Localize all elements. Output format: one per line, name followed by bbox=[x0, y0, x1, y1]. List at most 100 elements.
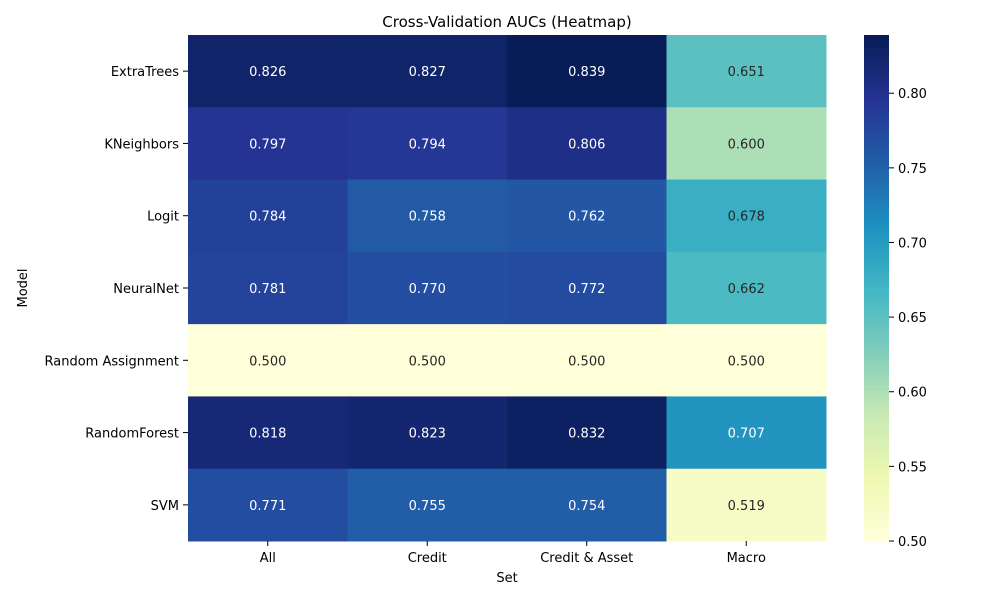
colorbar-segment bbox=[864, 507, 889, 513]
colorbar-segment bbox=[864, 258, 889, 264]
colorbar-segment bbox=[864, 275, 889, 281]
colorbar-segment bbox=[864, 414, 889, 420]
colorbar: 0.50 0.55 0.60 0.65 0.70 0.75 0.80 bbox=[864, 35, 927, 550]
colorbar-segment bbox=[864, 228, 889, 234]
heatmap-cell bbox=[507, 468, 667, 542]
heatmap-cell bbox=[507, 324, 667, 397]
colorbar-segment bbox=[864, 515, 889, 521]
colorbar-segment bbox=[864, 174, 889, 179]
chart-title: Cross-Validation AUCs (Heatmap) bbox=[382, 13, 631, 31]
cell-value-label: 0.500 bbox=[728, 354, 765, 369]
y-tick-label: SVM bbox=[151, 499, 179, 514]
cell-value-label: 0.707 bbox=[728, 427, 765, 442]
colorbar-segment bbox=[864, 481, 889, 487]
colorbar-segment bbox=[864, 119, 889, 125]
heatmap-cell bbox=[188, 324, 348, 397]
colorbar-segment bbox=[864, 35, 889, 40]
colorbar-tick-label: 0.80 bbox=[898, 87, 927, 102]
x-tick-label: Credit & Asset bbox=[540, 551, 633, 566]
heatmap-cell bbox=[347, 468, 508, 542]
cell-value-label: 0.832 bbox=[568, 427, 605, 442]
colorbar-segment bbox=[864, 233, 889, 238]
colorbar-segment bbox=[864, 199, 889, 205]
cell-value-label: 0.762 bbox=[568, 210, 605, 225]
colorbar-segment bbox=[864, 494, 889, 500]
colorbar-segment bbox=[864, 148, 889, 154]
colorbar-segment bbox=[864, 368, 889, 373]
colorbar-segment bbox=[864, 524, 889, 529]
colorbar-segment bbox=[864, 528, 889, 534]
colorbar-tick-label: 0.50 bbox=[898, 535, 927, 550]
colorbar-tick-label: 0.55 bbox=[898, 460, 927, 475]
colorbar-segment bbox=[864, 191, 889, 196]
cell-value-label: 0.758 bbox=[409, 210, 446, 225]
cell-value-label: 0.754 bbox=[568, 499, 605, 514]
cell-value-label: 0.827 bbox=[409, 65, 446, 80]
colorbar-segment bbox=[864, 94, 889, 99]
heatmap-cell bbox=[347, 35, 508, 108]
heatmap-cell bbox=[507, 396, 667, 470]
colorbar-segment bbox=[864, 296, 889, 302]
colorbar-segment bbox=[864, 490, 889, 496]
colorbar-segment bbox=[864, 401, 889, 407]
colorbar-segment bbox=[864, 380, 889, 386]
colorbar-segment bbox=[864, 427, 889, 432]
colorbar-segment bbox=[864, 406, 889, 411]
colorbar-segment bbox=[864, 161, 889, 167]
colorbar-segment bbox=[864, 431, 889, 437]
colorbar-segment bbox=[864, 245, 889, 251]
colorbar-segment bbox=[864, 195, 889, 201]
colorbar-segment bbox=[864, 43, 889, 49]
heatmap-cell bbox=[347, 251, 508, 325]
colorbar-segment bbox=[864, 309, 889, 314]
colorbar-segment bbox=[864, 60, 889, 66]
colorbar-segment bbox=[864, 359, 889, 365]
heatmap-cell bbox=[666, 396, 827, 470]
heatmap-cell bbox=[666, 251, 827, 325]
colorbar-segment bbox=[864, 85, 889, 91]
cell-value-label: 0.772 bbox=[568, 282, 605, 297]
colorbar-segment bbox=[864, 182, 889, 188]
colorbar-segment bbox=[864, 376, 889, 382]
cell-value-label: 0.797 bbox=[249, 137, 286, 152]
y-tick-label: RandomForest bbox=[85, 427, 179, 442]
colorbar-segment bbox=[864, 241, 889, 247]
colorbar-segment bbox=[864, 56, 889, 61]
colorbar-segment bbox=[864, 439, 889, 445]
heatmap-cells: 0.826 0.827 0.839 0.651 0.797 0.794 0.806 0.600… bbox=[188, 35, 827, 542]
heatmap-cell bbox=[666, 107, 827, 181]
colorbar-segment bbox=[864, 51, 889, 57]
colorbar-segment bbox=[864, 220, 889, 226]
colorbar-segment bbox=[864, 347, 889, 352]
x-axis-label: Set bbox=[496, 571, 517, 586]
heatmap-cell bbox=[188, 35, 348, 108]
colorbar-segment bbox=[864, 165, 889, 171]
colorbar-segment bbox=[864, 144, 889, 150]
colorbar-segment bbox=[864, 81, 889, 87]
colorbar-segment bbox=[864, 334, 889, 340]
colorbar-segment bbox=[864, 110, 889, 116]
heatmap-cell bbox=[666, 324, 827, 397]
heatmap-cell bbox=[347, 179, 508, 253]
colorbar-segment bbox=[864, 224, 889, 230]
colorbar-segment bbox=[864, 456, 889, 462]
cell-value-label: 0.823 bbox=[409, 427, 446, 442]
colorbar-segment bbox=[864, 469, 889, 475]
colorbar-segment bbox=[864, 498, 889, 504]
colorbar-tick-label: 0.75 bbox=[898, 162, 927, 177]
colorbar-segment bbox=[864, 131, 889, 137]
x-tick-label: Macro bbox=[727, 551, 766, 566]
colorbar-segment bbox=[864, 153, 889, 158]
heatmap-cell bbox=[666, 35, 827, 108]
colorbar-segment bbox=[864, 212, 889, 217]
colorbar-segment bbox=[864, 262, 889, 268]
colorbar-segment bbox=[864, 157, 889, 163]
cell-value-label: 0.770 bbox=[409, 282, 446, 297]
colorbar-segment bbox=[864, 203, 889, 209]
colorbar-segment bbox=[864, 410, 889, 416]
colorbar-segment bbox=[864, 237, 889, 243]
heatmap-cell bbox=[188, 251, 348, 325]
colorbar-segment bbox=[864, 123, 889, 129]
colorbar-segment bbox=[864, 288, 889, 293]
